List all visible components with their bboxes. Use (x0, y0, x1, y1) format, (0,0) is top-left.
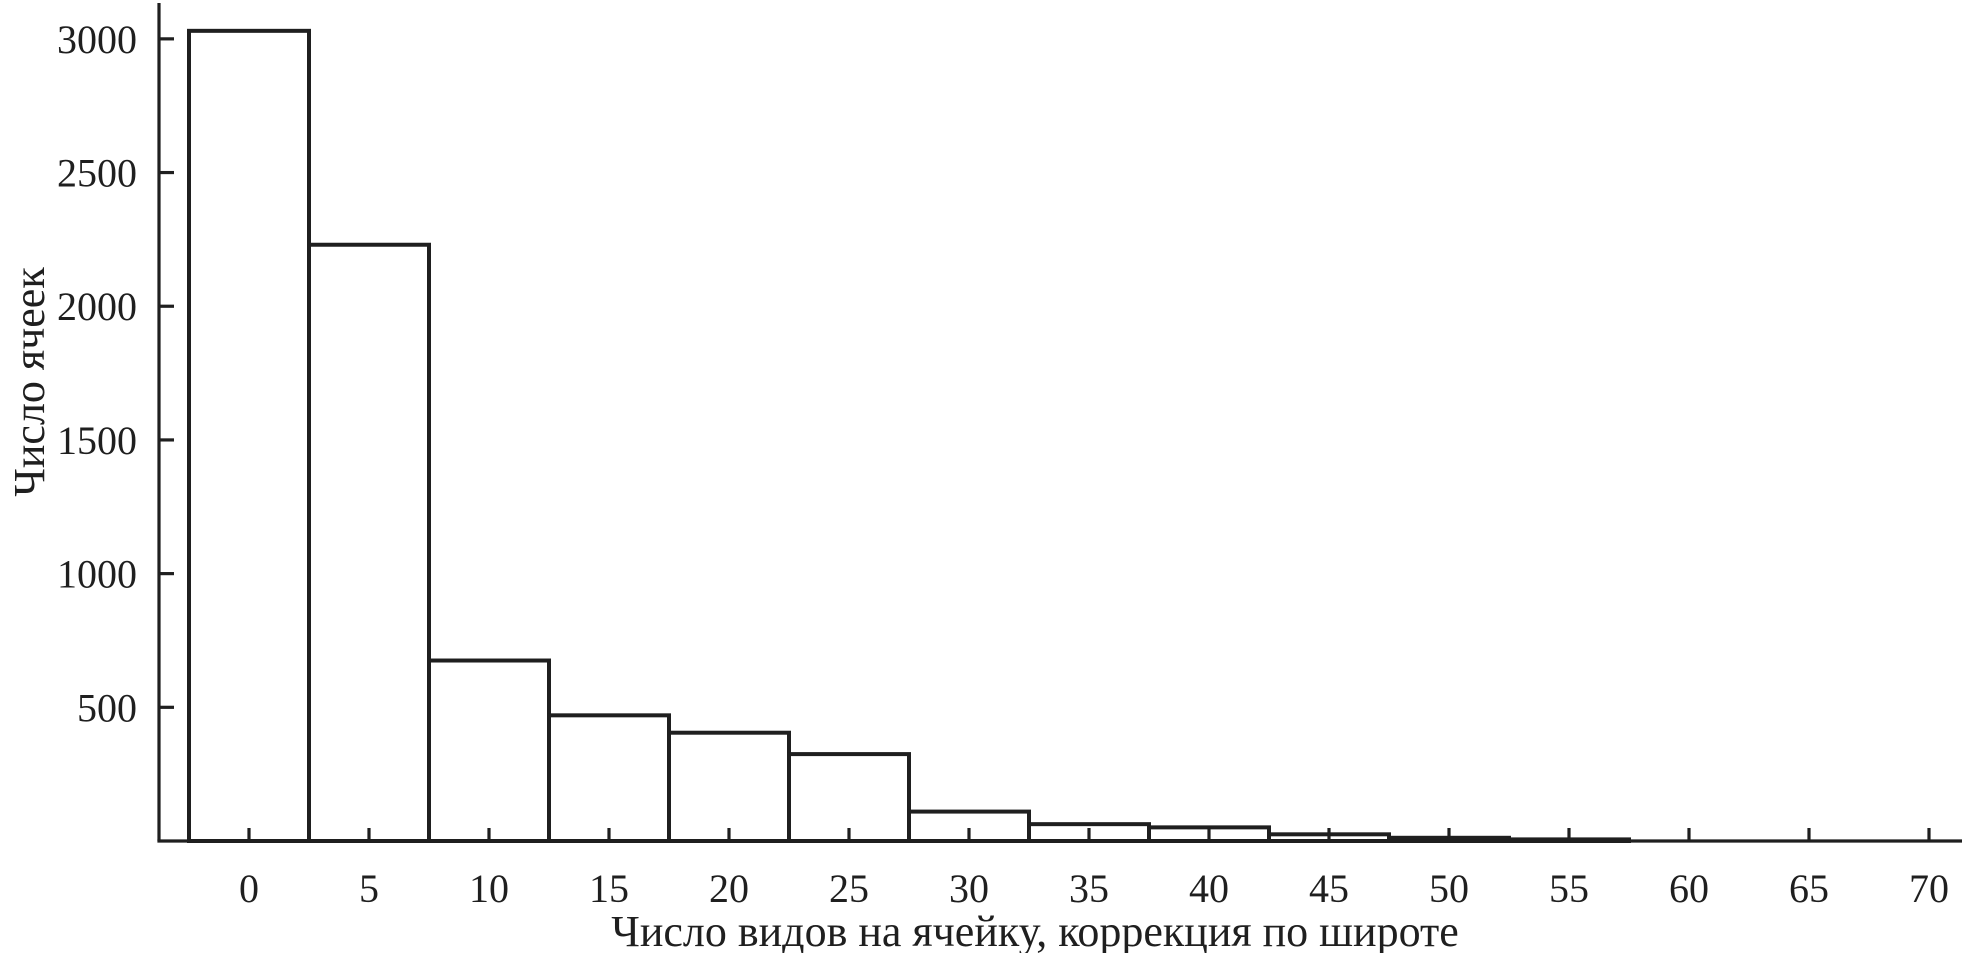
x-tick-label: 55 (1549, 866, 1589, 911)
histogram-bar (787, 752, 911, 843)
y-tick-label: 2000 (57, 284, 137, 329)
x-tick-label: 50 (1429, 866, 1469, 911)
x-tick-label: 10 (469, 866, 509, 911)
y-tick-label: 3000 (57, 17, 137, 62)
x-tick-label: 60 (1669, 866, 1709, 911)
y-tick-label: 2500 (57, 151, 137, 196)
x-tick-label: 30 (949, 866, 989, 911)
x-tick-label: 25 (829, 866, 869, 911)
x-tick-label: 65 (1789, 866, 1829, 911)
x-tick-label: 45 (1309, 866, 1349, 911)
x-tick-labels-group: 0 5 10 15 20 25 30 35 40 45 50 55 60 65 70 (239, 866, 1949, 911)
x-tick-label: 15 (589, 866, 629, 911)
x-tick-label: 20 (709, 866, 749, 911)
histogram-bar (307, 242, 431, 843)
x-tick-label: 0 (239, 866, 259, 911)
histogram-bar (547, 713, 671, 844)
y-axis-title: Число ячеек (5, 267, 54, 497)
y-tick-labels-group: 500 1000 1500 2000 2500 3000 (57, 17, 137, 730)
histogram-bar (667, 730, 791, 844)
y-tick-label: 1000 (57, 552, 137, 597)
x-axis-title: Число видов на ячейку, коррекция по широ… (611, 907, 1459, 953)
x-tick-label: 70 (1909, 866, 1949, 911)
y-tick-label: 1500 (57, 418, 137, 463)
histogram-bar (187, 28, 311, 843)
x-tick-label: 5 (359, 866, 379, 911)
x-tick-label: 40 (1189, 866, 1229, 911)
bars-group (187, 28, 1631, 844)
histogram-bar (427, 658, 551, 843)
x-tick-label: 35 (1069, 866, 1109, 911)
y-tick-label: 500 (77, 685, 137, 730)
axes-group (157, 3, 1962, 843)
